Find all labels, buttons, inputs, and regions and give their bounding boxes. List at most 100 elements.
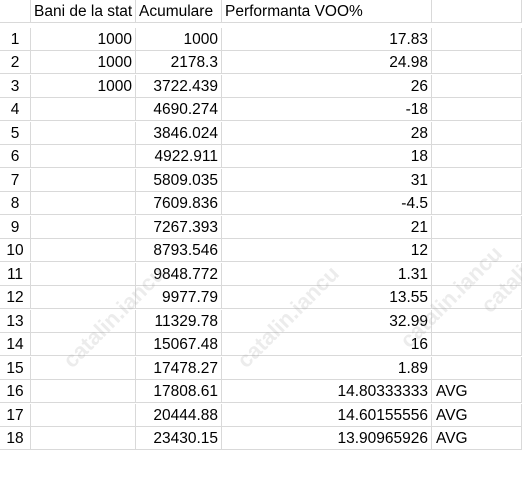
- cell-row-number[interactable]: 11: [0, 263, 31, 286]
- cell-performanta-voo[interactable]: -18: [222, 98, 432, 121]
- cell-bani-de-la-stat[interactable]: [31, 263, 136, 286]
- cell-performanta-voo[interactable]: 28: [222, 122, 432, 145]
- cell-acumulare[interactable]: 15067.48: [136, 333, 222, 356]
- cell-row-number[interactable]: 5: [0, 122, 31, 145]
- cell-acumulare[interactable]: 23430.15: [136, 427, 222, 450]
- cell-performanta-voo[interactable]: 12: [222, 239, 432, 262]
- header-cell-bani-de-la-stat[interactable]: Bani de la stat: [31, 0, 136, 23]
- cell-acumulare[interactable]: 7267.393: [136, 216, 222, 239]
- cell-note[interactable]: [432, 239, 522, 262]
- cell-acumulare[interactable]: 3846.024: [136, 122, 222, 145]
- cell-bani-de-la-stat[interactable]: 1000: [31, 51, 136, 74]
- cell-performanta-voo[interactable]: 32.99: [222, 310, 432, 333]
- cell-performanta-voo[interactable]: -4.5: [222, 192, 432, 215]
- cell-bani-de-la-stat[interactable]: [31, 169, 136, 192]
- cell-note[interactable]: AVG: [432, 380, 522, 403]
- header-cell-row-number[interactable]: [0, 0, 31, 23]
- cell-performanta-voo[interactable]: 13.90965926: [222, 427, 432, 450]
- header-cell-e[interactable]: [432, 0, 522, 23]
- cell-acumulare[interactable]: 4922.911: [136, 145, 222, 168]
- cell-row-number[interactable]: 13: [0, 310, 31, 333]
- cell-acumulare[interactable]: 2178.3: [136, 51, 222, 74]
- cell-bani-de-la-stat[interactable]: [31, 404, 136, 427]
- cell-performanta-voo[interactable]: 1.89: [222, 357, 432, 380]
- cell-note[interactable]: [432, 28, 522, 51]
- cell-performanta-voo[interactable]: 31: [222, 169, 432, 192]
- cell-acumulare[interactable]: 17808.61: [136, 380, 222, 403]
- cell-note[interactable]: [432, 286, 522, 309]
- cell-acumulare[interactable]: 8793.546: [136, 239, 222, 262]
- cell-bani-de-la-stat[interactable]: [31, 122, 136, 145]
- cell-row-number[interactable]: 18: [0, 427, 31, 450]
- cell-note[interactable]: [432, 192, 522, 215]
- cell-row-number[interactable]: 7: [0, 169, 31, 192]
- cell-row-number[interactable]: 3: [0, 75, 31, 98]
- cell-note[interactable]: [432, 169, 522, 192]
- cell-row-number[interactable]: 2: [0, 51, 31, 74]
- header-cell-acumulare[interactable]: Acumulare: [136, 0, 222, 23]
- cell-row-number[interactable]: 4: [0, 98, 31, 121]
- cell-bani-de-la-stat[interactable]: [31, 239, 136, 262]
- cell-performanta-voo[interactable]: 14.80333333: [222, 380, 432, 403]
- cell-performanta-voo[interactable]: 21: [222, 216, 432, 239]
- cell-bani-de-la-stat[interactable]: [31, 145, 136, 168]
- cell-acumulare[interactable]: 9848.772: [136, 263, 222, 286]
- cell-note[interactable]: AVG: [432, 404, 522, 427]
- cell-row-number[interactable]: 17: [0, 404, 31, 427]
- cell-acumulare[interactable]: 9977.79: [136, 286, 222, 309]
- cell-performanta-voo[interactable]: 14.60155556: [222, 404, 432, 427]
- cell-bani-de-la-stat[interactable]: [31, 333, 136, 356]
- cell-acumulare[interactable]: 3722.439: [136, 75, 222, 98]
- cell-row-number[interactable]: 12: [0, 286, 31, 309]
- cell-row-number[interactable]: 16: [0, 380, 31, 403]
- cell-performanta-voo[interactable]: 24.98: [222, 51, 432, 74]
- cell-bani-de-la-stat[interactable]: 1000: [31, 75, 136, 98]
- cell-bani-de-la-stat[interactable]: [31, 98, 136, 121]
- cell-performanta-voo[interactable]: 1.31: [222, 263, 432, 286]
- cell-acumulare[interactable]: 5809.035: [136, 169, 222, 192]
- cell-acumulare[interactable]: 17478.27: [136, 357, 222, 380]
- cell-note[interactable]: AVG: [432, 427, 522, 450]
- cell-bani-de-la-stat[interactable]: [31, 427, 136, 450]
- cell-row-number[interactable]: 14: [0, 333, 31, 356]
- cell-note[interactable]: [432, 75, 522, 98]
- table-row: 12 9977.79 13.55: [0, 286, 522, 309]
- table-row: 9 7267.393 21: [0, 216, 522, 239]
- cell-acumulare[interactable]: 7609.836: [136, 192, 222, 215]
- cell-bani-de-la-stat[interactable]: [31, 380, 136, 403]
- table-row: 18 23430.15 13.90965926 AVG: [0, 427, 522, 450]
- cell-row-number[interactable]: 10: [0, 239, 31, 262]
- cell-performanta-voo[interactable]: 18: [222, 145, 432, 168]
- table-row: 5 3846.024 28: [0, 122, 522, 145]
- cell-performanta-voo[interactable]: 16: [222, 333, 432, 356]
- cell-performanta-voo[interactable]: 17.83: [222, 28, 432, 51]
- cell-acumulare[interactable]: 11329.78: [136, 310, 222, 333]
- cell-bani-de-la-stat[interactable]: [31, 310, 136, 333]
- cell-note[interactable]: [432, 122, 522, 145]
- cell-row-number[interactable]: 6: [0, 145, 31, 168]
- header-cell-performanta-voo[interactable]: Performanta VOO%: [222, 0, 432, 23]
- cell-performanta-voo[interactable]: 13.55: [222, 286, 432, 309]
- cell-performanta-voo[interactable]: 26: [222, 75, 432, 98]
- cell-row-number[interactable]: 1: [0, 28, 31, 51]
- cell-note[interactable]: [432, 310, 522, 333]
- cell-note[interactable]: [432, 98, 522, 121]
- cell-note[interactable]: [432, 357, 522, 380]
- cell-acumulare[interactable]: 4690.274: [136, 98, 222, 121]
- cell-bani-de-la-stat[interactable]: [31, 192, 136, 215]
- cell-row-number[interactable]: 15: [0, 357, 31, 380]
- cell-bani-de-la-stat[interactable]: [31, 216, 136, 239]
- cell-note[interactable]: [432, 263, 522, 286]
- cell-note[interactable]: [432, 216, 522, 239]
- cell-note[interactable]: [432, 51, 522, 74]
- cell-bani-de-la-stat[interactable]: 1000: [31, 28, 136, 51]
- cell-acumulare[interactable]: 20444.88: [136, 404, 222, 427]
- cell-note[interactable]: [432, 333, 522, 356]
- cell-note[interactable]: [432, 145, 522, 168]
- cell-acumulare[interactable]: 1000: [136, 28, 222, 51]
- table-row: 13 11329.78 32.99: [0, 310, 522, 333]
- cell-bani-de-la-stat[interactable]: [31, 357, 136, 380]
- cell-row-number[interactable]: 8: [0, 192, 31, 215]
- cell-row-number[interactable]: 9: [0, 216, 31, 239]
- cell-bani-de-la-stat[interactable]: [31, 286, 136, 309]
